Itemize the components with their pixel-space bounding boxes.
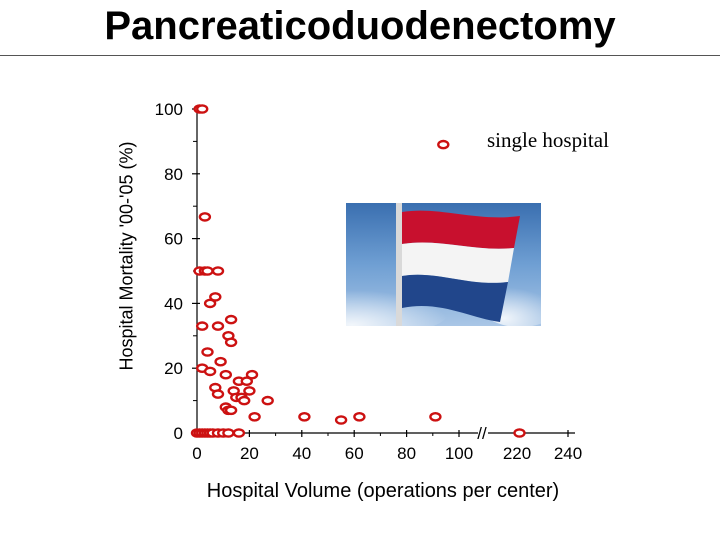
data-point	[353, 411, 366, 422]
y-tick-label: 80	[164, 165, 183, 184]
y-tick-label: 20	[164, 359, 183, 378]
data-point	[437, 139, 450, 150]
title-divider	[0, 55, 720, 56]
data-point	[245, 369, 259, 380]
data-point	[261, 395, 274, 406]
y-tick-label: 40	[164, 294, 183, 313]
page-title: Pancreaticoduodenectomy	[104, 4, 616, 48]
data-point	[203, 366, 217, 377]
data-point	[214, 356, 227, 367]
x-tick-label: 240	[554, 444, 582, 463]
y-tick-label: 60	[164, 230, 183, 249]
data-point	[195, 321, 209, 331]
data-point	[298, 411, 311, 422]
x-tick-label: 20	[240, 444, 259, 463]
data-point	[240, 376, 254, 387]
data-point	[209, 292, 222, 302]
x-tick-label: 40	[292, 444, 311, 463]
data-point	[429, 411, 442, 422]
data-point	[232, 428, 246, 438]
data-point	[334, 415, 348, 425]
x-tick-label: 220	[503, 444, 531, 463]
y-tick-label: 0	[174, 424, 183, 443]
data-markers	[190, 104, 526, 438]
x-axis-label: Hospital Volume (operations per center)	[206, 480, 560, 502]
data-point	[211, 266, 225, 276]
single-hospital-annotation: single hospital	[487, 128, 609, 152]
x-tick-label: 100	[445, 444, 473, 463]
data-point	[237, 395, 251, 406]
data-point	[203, 298, 217, 309]
data-point	[243, 386, 256, 396]
data-point	[224, 405, 238, 416]
y-tick-label: 100	[155, 100, 183, 119]
data-point	[224, 314, 238, 325]
x-tick-label: 80	[397, 444, 416, 463]
data-point	[211, 321, 225, 331]
data-point	[248, 411, 261, 422]
data-point	[222, 428, 235, 438]
x-tick-label: 60	[345, 444, 364, 463]
data-point	[219, 369, 233, 380]
data-point	[201, 347, 214, 357]
x-tick-label: 0	[192, 444, 201, 463]
data-point	[211, 389, 225, 399]
netherlands-flag-image	[310, 203, 560, 335]
data-point	[513, 428, 526, 438]
data-point	[201, 266, 214, 276]
x-axis-break: //	[477, 424, 487, 443]
data-point	[224, 337, 238, 348]
data-point	[198, 212, 212, 222]
data-point	[195, 104, 209, 114]
